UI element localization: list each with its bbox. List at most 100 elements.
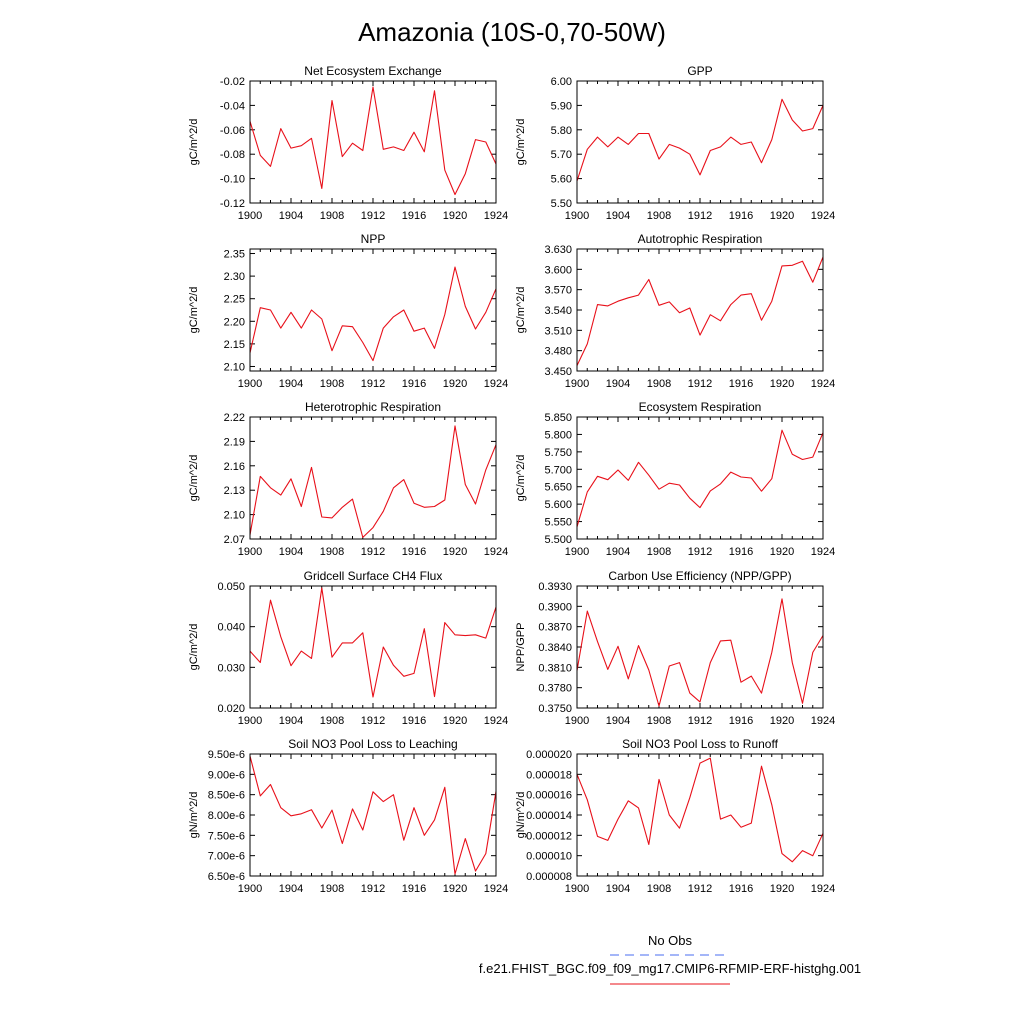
panel-gridcell-surface-ch4-flux: Gridcell Surface CH4 Flux gC/m^2/d 1900 190…	[188, 569, 508, 727]
x-tick-label-1920: 1920	[770, 715, 794, 727]
y-tick-label-5: -0.02	[220, 76, 245, 88]
plot-frame-soil-no3-pool-loss-to-runoff	[576, 753, 824, 877]
y-tick-label-3: 2.25	[224, 294, 245, 306]
panel-npp: NPP gC/m^2/d 1900 1904 1908 1912 1916 1920 1924 2…	[188, 232, 508, 390]
plot-frame-npp	[249, 248, 497, 372]
x-tick-label-1900: 1900	[565, 378, 589, 390]
y-tick-label-6: 5.800	[544, 429, 572, 441]
y-axis-label-carbon-use-efficiency-npp-gpp: NPP/GPP	[515, 623, 527, 672]
y-axis-label-autotrophic-respiration: gC/m^2/d	[515, 287, 527, 334]
y-tick-label-7: 5.850	[544, 412, 572, 424]
y-axis-label-gpp: gC/m^2/d	[515, 119, 527, 166]
y-tick-label-0: 2.07	[224, 534, 245, 546]
y-tick-label-0: 2.10	[224, 361, 245, 373]
series-line-gpp	[576, 98, 824, 182]
y-tick-label-0: 5.500	[544, 534, 572, 546]
y-tick-label-4: 3.570	[544, 285, 572, 297]
y-tick-label-5: 0.000018	[526, 769, 572, 781]
panel-title-npp: NPP	[361, 232, 386, 246]
x-tick-label-1908: 1908	[320, 883, 344, 895]
x-tick-label-1920: 1920	[443, 546, 467, 558]
x-tick-label-1920: 1920	[443, 378, 467, 390]
x-tick-label-1912: 1912	[361, 546, 385, 558]
panel-title-net-ecosystem-exchange: Net Ecosystem Exchange	[304, 64, 442, 78]
y-tick-label-5: 5.750	[544, 447, 572, 459]
panel-soil-no3-pool-loss-to-runoff: Soil NO3 Pool Loss to Runoff gN/m^2/d 1900…	[515, 737, 835, 895]
y-tick-label-0: 5.50	[551, 198, 572, 210]
x-tick-label-1924: 1924	[811, 378, 835, 390]
y-tick-label-6: 3.630	[544, 244, 572, 256]
x-tick-label-1916: 1916	[729, 546, 753, 558]
y-tick-label-2: 0.3810	[538, 662, 572, 674]
y-tick-label-4: 8.50e-6	[208, 790, 245, 802]
x-tick-label-1900: 1900	[238, 715, 262, 727]
main-title: Amazonia (10S-0,70-50W)	[358, 17, 666, 47]
x-tick-label-1920: 1920	[770, 378, 794, 390]
x-tick-label-1916: 1916	[729, 210, 753, 222]
x-tick-label-1912: 1912	[361, 210, 385, 222]
y-tick-label-1: 3.480	[544, 346, 572, 358]
x-tick-label-1916: 1916	[729, 715, 753, 727]
y-tick-label-4: 2.30	[224, 271, 245, 283]
panel-autotrophic-respiration: Autotrophic Respiration gC/m^2/d 1900 1904 1…	[515, 232, 835, 390]
x-tick-label-1908: 1908	[320, 210, 344, 222]
x-tick-label-1916: 1916	[729, 378, 753, 390]
y-axis-label-soil-no3-pool-loss-to-runoff: gN/m^2/d	[515, 792, 527, 839]
x-tick-label-1920: 1920	[443, 715, 467, 727]
panels-grid: Net Ecosystem Exchange gC/m^2/d 1900 1904 19…	[188, 64, 835, 895]
y-tick-label-2: 2.13	[224, 485, 245, 497]
y-tick-label-3: 0.3840	[538, 642, 572, 654]
y-tick-label-0: 0.020	[217, 703, 245, 715]
x-tick-label-1900: 1900	[238, 378, 262, 390]
x-tick-label-1904: 1904	[606, 883, 630, 895]
panel-title-soil-no3-pool-loss-to-leaching: Soil NO3 Pool Loss to Leaching	[288, 737, 457, 751]
panel-ecosystem-respiration: Ecosystem Respiration gC/m^2/d 1900 1904 190…	[515, 400, 835, 558]
y-tick-label-2: 3.510	[544, 325, 572, 337]
panel-carbon-use-efficiency-npp-gpp: Carbon Use Efficiency (NPP/GPP) NPP/GPP 19…	[515, 569, 835, 727]
x-tick-label-1908: 1908	[647, 715, 671, 727]
x-tick-label-1908: 1908	[320, 715, 344, 727]
panel-net-ecosystem-exchange: Net Ecosystem Exchange gC/m^2/d 1900 1904 19…	[188, 64, 508, 222]
y-tick-label-3: 2.16	[224, 461, 245, 473]
panel-title-gridcell-surface-ch4-flux: Gridcell Surface CH4 Flux	[304, 569, 443, 583]
series-line-npp	[249, 266, 497, 362]
x-tick-label-1924: 1924	[811, 210, 835, 222]
y-tick-label-5: 9.00e-6	[208, 769, 245, 781]
y-axis-label-heterotrophic-respiration: gC/m^2/d	[188, 455, 200, 502]
y-tick-label-3: 5.80	[551, 125, 572, 137]
panel-title-gpp: GPP	[687, 64, 712, 78]
x-tick-label-1904: 1904	[606, 546, 630, 558]
y-tick-label-4: 0.000016	[526, 790, 572, 802]
plot-frame-net-ecosystem-exchange	[249, 80, 497, 204]
x-tick-label-1904: 1904	[606, 378, 630, 390]
x-tick-label-1904: 1904	[279, 546, 303, 558]
y-tick-label-5: 6.00	[551, 76, 572, 88]
panel-title-autotrophic-respiration: Autotrophic Respiration	[638, 232, 763, 246]
x-tick-label-1908: 1908	[320, 378, 344, 390]
x-tick-label-1912: 1912	[688, 546, 712, 558]
x-tick-label-1912: 1912	[688, 883, 712, 895]
x-tick-label-1916: 1916	[402, 883, 426, 895]
y-tick-label-1: 5.60	[551, 174, 572, 186]
panel-gpp: GPP gC/m^2/d 1900 1904 1908 1912 1916 1920 1924 5…	[515, 64, 835, 222]
y-tick-label-1: 0.030	[217, 662, 245, 674]
y-axis-label-net-ecosystem-exchange: gC/m^2/d	[188, 119, 200, 166]
y-tick-label-2: -0.08	[220, 149, 245, 161]
x-tick-label-1908: 1908	[647, 546, 671, 558]
x-tick-label-1904: 1904	[606, 715, 630, 727]
series-line-soil-no3-pool-loss-to-runoff	[576, 757, 824, 863]
y-tick-label-2: 0.000012	[526, 830, 572, 842]
x-tick-label-1908: 1908	[647, 883, 671, 895]
x-tick-label-1900: 1900	[565, 210, 589, 222]
x-tick-label-1912: 1912	[361, 883, 385, 895]
x-tick-label-1912: 1912	[688, 715, 712, 727]
y-tick-label-2: 5.600	[544, 499, 572, 511]
y-tick-label-6: 9.50e-6	[208, 749, 245, 761]
y-tick-label-1: 0.000010	[526, 851, 572, 863]
panel-title-ecosystem-respiration: Ecosystem Respiration	[639, 400, 762, 414]
x-tick-label-1900: 1900	[565, 546, 589, 558]
series-line-net-ecosystem-exchange	[249, 86, 497, 196]
y-tick-label-3: 0.050	[217, 581, 245, 593]
x-tick-label-1920: 1920	[443, 210, 467, 222]
